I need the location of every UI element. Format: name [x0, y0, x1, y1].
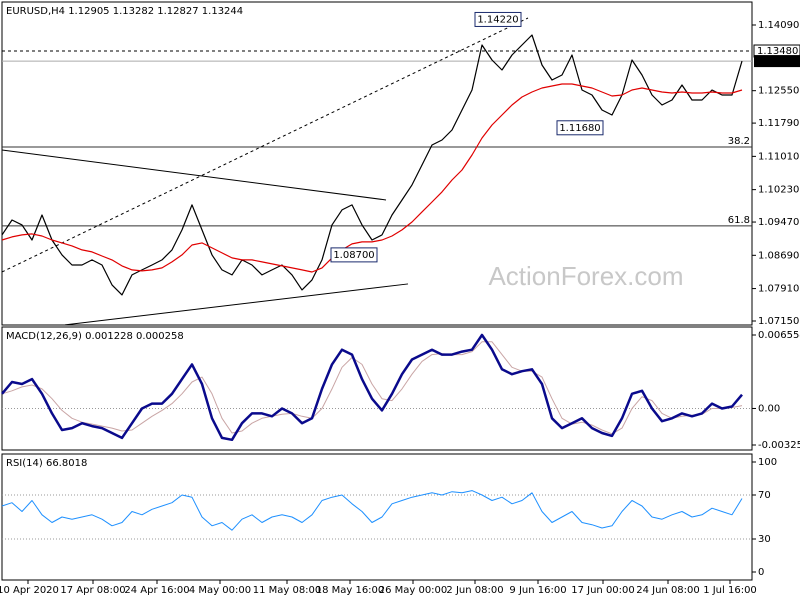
y-tick-label: 1.08690 — [758, 250, 799, 261]
watermark: ActionForex.com — [488, 261, 683, 291]
y-tick-label: 70 — [758, 490, 771, 501]
x-tick-label: 4 May 00:00 — [189, 585, 251, 596]
annotation-label: 1.14220 — [477, 14, 518, 25]
annotation-box — [556, 120, 604, 136]
panel-title: RSI(14) 66.8018 — [6, 458, 87, 469]
series-line — [1, 34, 743, 296]
y-tick-label: 0.00 — [758, 403, 780, 414]
y-tick-label: 30 — [758, 534, 771, 545]
panel-frame — [1, 1, 753, 326]
annotation-box — [474, 11, 522, 27]
x-tick-label: 11 May 08:00 — [253, 585, 322, 596]
y-tick-label: 1.10230 — [758, 185, 799, 196]
x-tick-label: 1 Jul 16:00 — [703, 585, 757, 596]
panel-title: MACD(12,26,9) 0.001228 0.000258 — [6, 331, 184, 342]
y-tick-label: 1.11010 — [758, 151, 799, 162]
trend-line — [1, 149, 387, 201]
x-tick-label: 17 Jun 00:00 — [571, 585, 635, 596]
panel-frame — [1, 453, 753, 581]
annotation-label: 1.11680 — [559, 123, 600, 134]
y-tick-label: 1.11790 — [758, 118, 799, 129]
trend-line — [1, 17, 529, 273]
y-tick-label: 1.07910 — [758, 284, 799, 295]
y-tick-label: 1.09470 — [758, 217, 799, 228]
x-tick-label: 10 Apr 2020 — [0, 585, 59, 596]
fib-label: 38.2 — [728, 136, 750, 147]
x-tick-label: 26 May 00:00 — [379, 585, 448, 596]
y-tick-label: 100 — [758, 457, 777, 468]
x-tick-label: 18 May 16:00 — [316, 585, 385, 596]
trend-line — [64, 283, 409, 326]
annotation-label: 1.08700 — [333, 250, 374, 261]
series-line — [1, 490, 743, 531]
panel-frame — [1, 326, 753, 451]
series-line — [1, 341, 743, 435]
annotation-box — [330, 247, 378, 263]
x-tick-label: 9 Jun 16:00 — [509, 585, 566, 596]
level-label: 1.13480 — [757, 46, 798, 57]
x-tick-label: 17 Apr 08:00 — [60, 585, 125, 596]
series-line — [1, 333, 743, 442]
y-tick-label: 1.14090 — [758, 20, 799, 31]
last-price-label: 1.13244 — [757, 56, 798, 67]
y-tick-label: -0.003259 — [758, 440, 800, 451]
series-line — [1, 83, 743, 273]
y-tick-label: 0.006554 — [758, 330, 800, 341]
y-tick-label: 1.07150 — [758, 316, 799, 327]
x-tick-label: 24 Jun 08:00 — [636, 585, 700, 596]
panel-title: EURUSD,H4 1.12905 1.13282 1.12827 1.1324… — [6, 6, 243, 17]
fib-label: 61.8 — [728, 215, 750, 226]
y-tick-label: 1.12550 — [758, 86, 799, 97]
x-tick-label: 2 Jun 08:00 — [446, 585, 503, 596]
x-tick-label: 24 Apr 16:00 — [124, 585, 189, 596]
last-price-box — [754, 55, 800, 68]
y-tick-label: 0 — [758, 567, 764, 578]
